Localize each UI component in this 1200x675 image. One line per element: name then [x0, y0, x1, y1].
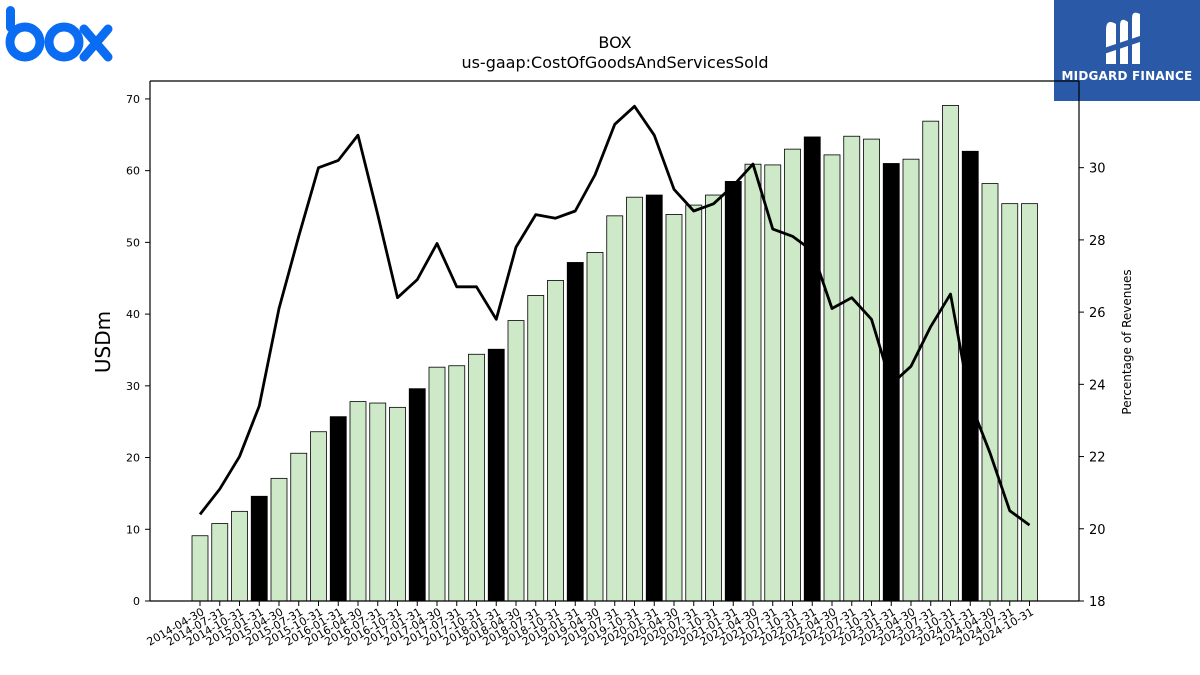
bar-2018-04-30 [507, 320, 525, 602]
box-logo-o [44, 22, 84, 62]
y-axis-label: USDm [91, 311, 115, 373]
bar-2021-04-30 [744, 163, 762, 602]
bar-2020-01-31 [645, 194, 663, 602]
box-logo-stem [6, 6, 15, 32]
bar-2018-01-31 [487, 348, 505, 602]
bar-2016-07-31 [369, 402, 387, 602]
bar-2015-10-31 [310, 431, 327, 602]
y-tick-label: 0 [133, 595, 140, 608]
bar-2014-07-31 [211, 523, 229, 602]
y-tick-label: 20 [126, 452, 140, 465]
bar-2023-07-31 [922, 120, 940, 602]
y-tick-label: 50 [126, 236, 140, 249]
bar-2022-01-31 [803, 136, 821, 602]
y2-tick-label: 26 [1089, 306, 1106, 321]
midgard-finance-logo-icon [1104, 12, 1146, 65]
bar-2022-04-30 [823, 154, 841, 602]
bar-2024-04-30 [981, 183, 999, 602]
y-tick-label: 60 [126, 165, 140, 178]
y2-tick-label: 18 [1089, 595, 1106, 610]
bar-2015-07-31 [290, 452, 308, 602]
bar-2018-10-31 [547, 279, 564, 602]
bar-2021-01-31 [724, 181, 742, 602]
y-tick-label: 30 [126, 380, 140, 393]
bar-2018-07-31 [527, 295, 545, 602]
bar-2022-07-31 [843, 135, 861, 602]
bar-2024-07-31 [1001, 203, 1019, 602]
bar-series [191, 104, 1038, 602]
bar-2015-01-31 [250, 495, 268, 602]
y-tick-label: 10 [126, 523, 140, 536]
y2-axis-label: Percentage of Revenues [1120, 269, 1134, 414]
bar-2017-07-31 [448, 365, 466, 602]
box-logo-icon [5, 6, 113, 62]
y-tick-label: 40 [126, 308, 140, 321]
bar-2020-10-31 [705, 194, 722, 602]
box-logo-x [79, 24, 113, 62]
bar-2017-01-31 [408, 388, 426, 602]
midgard-finance-logo: MIDGARD FINANCE [1054, 0, 1200, 101]
y2-tick-label: 30 [1089, 162, 1106, 177]
chart-subtitle: us-gaap:CostOfGoodsAndServicesSold [461, 53, 768, 72]
bar-2019-04-30 [586, 252, 604, 602]
bar-2016-04-30 [349, 401, 367, 602]
percentage-line-series [198, 104, 1031, 527]
bar-2017-10-31 [468, 353, 485, 602]
box-logo-b [5, 22, 45, 62]
bar-2023-04-30 [902, 158, 920, 602]
y2-tick-label: 24 [1089, 378, 1106, 393]
bar-2017-04-30 [428, 366, 446, 602]
bar-2021-10-31 [784, 148, 801, 602]
percentage-line [198, 104, 1031, 527]
y-tick-label: 70 [126, 93, 140, 106]
bar-2023-10-31 [942, 104, 959, 602]
bar-2016-10-31 [389, 406, 406, 602]
y2-tick-label: 28 [1089, 234, 1106, 249]
bar-2019-01-31 [566, 262, 584, 602]
bar-2020-04-30 [665, 214, 683, 602]
y2-tick-label: 20 [1089, 523, 1106, 538]
bar-2019-10-31 [626, 196, 643, 602]
bar-2016-01-31 [329, 416, 347, 602]
bar-2014-10-31 [231, 510, 248, 602]
bar-2014-04-30 [191, 535, 209, 602]
bar-2020-07-31 [685, 204, 703, 602]
bar-2019-07-31 [606, 215, 624, 602]
chart-title: BOX [598, 33, 631, 52]
bar-2015-04-30 [270, 477, 288, 602]
chart-axes: 010203040506070182022242628302014-04-302… [126, 80, 1106, 649]
y2-tick-label: 22 [1089, 451, 1106, 466]
bar-2022-10-31 [863, 138, 880, 602]
midgard-finance-logo-text: MIDGARD FINANCE [1061, 69, 1193, 83]
bar-2024-10-31 [1021, 203, 1038, 602]
